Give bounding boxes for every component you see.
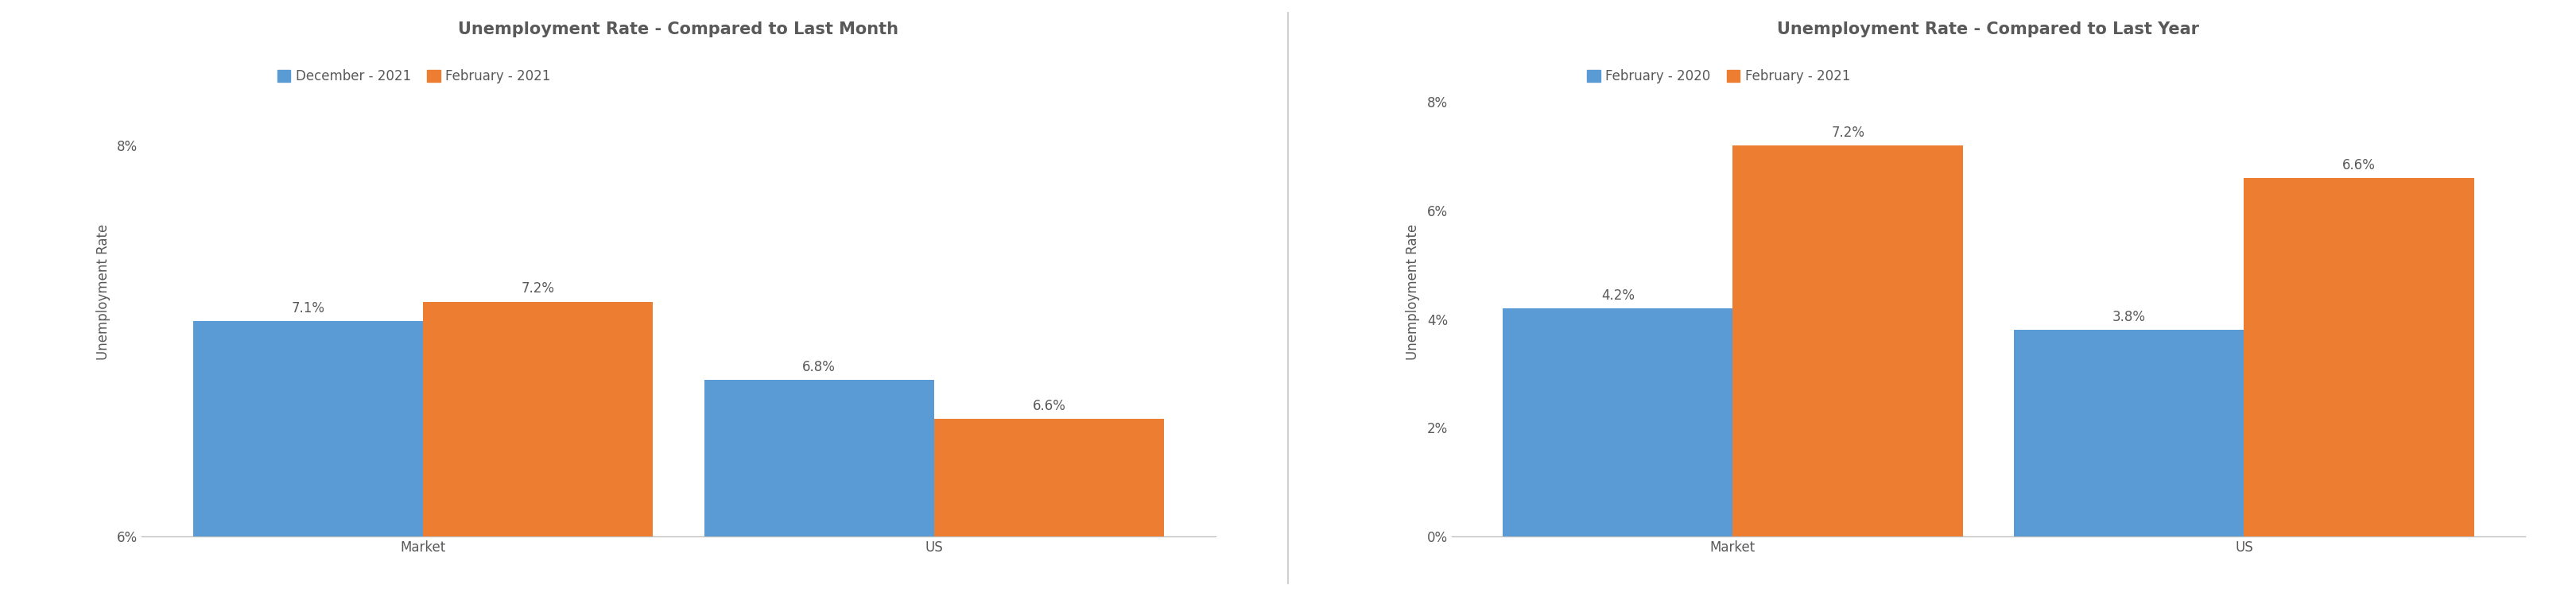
Text: 4.2%: 4.2%: [1600, 288, 1633, 303]
Text: 7.1%: 7.1%: [291, 301, 325, 315]
Title: Unemployment Rate - Compared to Last Year: Unemployment Rate - Compared to Last Yea…: [1777, 21, 2200, 38]
Legend: December - 2021, February - 2021: December - 2021, February - 2021: [278, 69, 551, 83]
Title: Unemployment Rate - Compared to Last Month: Unemployment Rate - Compared to Last Mon…: [459, 21, 899, 38]
Y-axis label: Unemployment Rate: Unemployment Rate: [1406, 224, 1419, 360]
Text: 3.8%: 3.8%: [2112, 311, 2146, 325]
Bar: [1731, 145, 1963, 536]
Bar: [703, 380, 935, 596]
Text: 6.6%: 6.6%: [2342, 159, 2375, 173]
Text: 7.2%: 7.2%: [1832, 126, 1865, 140]
Bar: [422, 302, 652, 596]
Text: 6.8%: 6.8%: [801, 360, 835, 374]
Bar: [1502, 308, 1731, 536]
Bar: [2014, 330, 2244, 536]
Legend: February - 2020, February - 2021: February - 2020, February - 2021: [1587, 69, 1850, 83]
Bar: [2244, 178, 2473, 536]
Text: 6.6%: 6.6%: [1033, 399, 1066, 413]
Bar: [935, 419, 1164, 596]
Text: 7.2%: 7.2%: [520, 282, 554, 296]
Y-axis label: Unemployment Rate: Unemployment Rate: [95, 224, 111, 360]
Bar: [193, 321, 422, 596]
